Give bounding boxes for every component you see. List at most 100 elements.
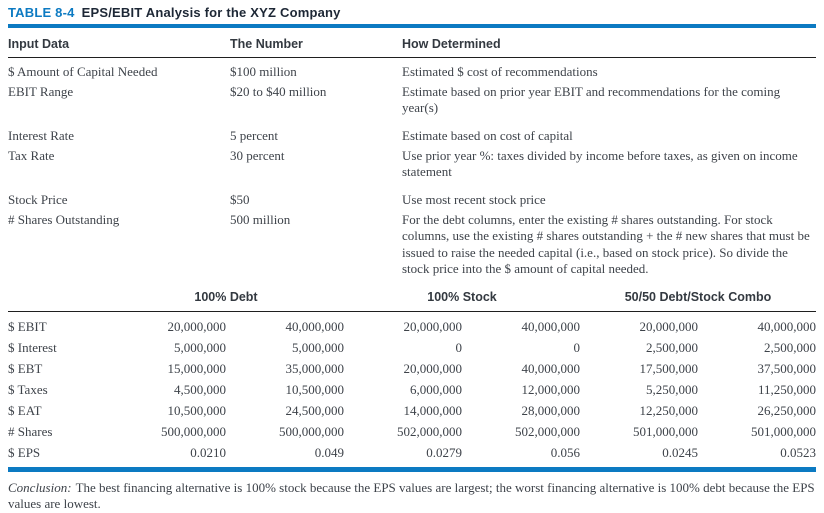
- analysis-value-cell: 40,000,000: [757, 319, 817, 334]
- input-cell-how: Estimate based on prior year EBIT and re…: [402, 83, 781, 116]
- analysis-value-cell: 20,000,000: [403, 319, 463, 334]
- analysis-value-cell: 24,500,000: [285, 403, 345, 418]
- analysis-value-cell: 0.049: [314, 445, 344, 460]
- header-how-determined: How Determined: [402, 28, 816, 58]
- analysis-table-row: $ EBIT 20,000,000 40,000,000 20,000,000 40,0…: [8, 312, 816, 338]
- header-the-number: The Number: [230, 28, 402, 58]
- analysis-value-cell: 0: [573, 340, 581, 355]
- analysis-value-cell: 5,250,000: [646, 382, 698, 397]
- analysis-group-header-row: 100% Debt 100% Stock 50/50 Debt/Stock Co…: [8, 286, 816, 312]
- analysis-row-label: $ EBIT: [8, 319, 47, 334]
- input-cell-input: # Shares Outstanding: [8, 211, 120, 227]
- analysis-row-label: $ EAT: [8, 403, 42, 418]
- analysis-value-cell: 40,000,000: [521, 319, 581, 334]
- analysis-value-cell: 0.0245: [662, 445, 698, 460]
- table-number-label: TABLE 8-4: [8, 5, 75, 20]
- analysis-value-cell: 5,000,000: [292, 340, 344, 355]
- analysis-row-label: $ EPS: [8, 445, 41, 460]
- input-cell-how: Use prior year %: taxes divided by incom…: [402, 147, 798, 180]
- analysis-value-cell: 500,000,000: [161, 424, 226, 439]
- analysis-value-cell: 11,250,000: [757, 382, 816, 397]
- analysis-value-cell: 502,000,000: [397, 424, 462, 439]
- conclusion-text: The best financing alternative is 100% s…: [8, 479, 815, 512]
- analysis-value-cell: 20,000,000: [167, 319, 227, 334]
- analysis-row-label: $ EBT: [8, 361, 43, 376]
- textbook-table-page: TABLE 8-4 EPS/EBIT Analysis for the XYZ C…: [8, 5, 816, 511]
- analysis-value-cell: 12,000,000: [521, 382, 581, 397]
- analysis-value-cell: 5,000,000: [174, 340, 226, 355]
- input-cell-how: For the debt columns, enter the existing…: [402, 211, 810, 277]
- analysis-value-cell: 26,250,000: [757, 403, 817, 418]
- group-header-stock: 100% Stock: [344, 286, 580, 312]
- analysis-value-cell: 501,000,000: [751, 424, 816, 439]
- input-cell-how: Estimated $ cost of recommendations: [402, 64, 598, 79]
- table-title: TABLE 8-4 EPS/EBIT Analysis for the XYZ C…: [8, 5, 816, 21]
- analysis-table-row: $ EPS 0.0210 0.049 0.0279 0.056 0.0245 0.0523: [8, 443, 816, 464]
- input-table-row: # Shares Outstanding 500 million For the d…: [8, 210, 816, 279]
- input-cell-number: 30 percent: [230, 147, 285, 163]
- group-header-debt: 100% Debt: [108, 286, 344, 312]
- analysis-table-row: $ EBT 15,000,000 35,000,000 20,000,000 40,00…: [8, 359, 816, 380]
- input-table-row: Stock Price $50 Use most recent stock pric…: [8, 182, 816, 210]
- input-table-row: Interest Rate 5 percent Estimate based on …: [8, 118, 816, 146]
- analysis-table-row: # Shares 500,000,000 500,000,000 502,000,00…: [8, 422, 816, 443]
- input-cell-how: Estimate based on cost of capital: [402, 128, 573, 143]
- analysis-row-label: $ Interest: [8, 340, 57, 355]
- analysis-value-cell: 0.0523: [780, 445, 816, 460]
- group-header-spacer: [8, 286, 108, 312]
- analysis-value-cell: 6,000,000: [410, 382, 462, 397]
- analysis-row-label: $ Taxes: [8, 382, 48, 397]
- group-header-combo: 50/50 Debt/Stock Combo: [580, 286, 816, 312]
- analysis-value-cell: 10,500,000: [167, 403, 227, 418]
- input-table-row: Tax Rate 30 percent Use prior year %: taxe…: [8, 146, 816, 182]
- input-cell-input: Interest Rate: [8, 128, 75, 143]
- analysis-value-cell: 28,000,000: [521, 403, 581, 418]
- conclusion-label: Conclusion:: [8, 479, 72, 495]
- analysis-row-label: # Shares: [8, 424, 53, 439]
- analysis-value-cell: 0: [455, 340, 463, 355]
- analysis-value-cell: 17,500,000: [639, 361, 699, 376]
- input-cell-number: $20 to $40 million: [230, 83, 327, 99]
- input-cell-number: 500 million: [230, 211, 291, 227]
- analysis-value-cell: 502,000,000: [515, 424, 580, 439]
- analysis-value-cell: 501,000,000: [633, 424, 698, 439]
- input-cell-number: $50: [230, 192, 250, 207]
- input-cell-number: 5 percent: [230, 128, 279, 143]
- header-input-data: Input Data: [8, 28, 230, 58]
- analysis-value-cell: 2,500,000: [764, 340, 816, 355]
- top-blue-rule: [8, 24, 816, 28]
- analysis-value-cell: 0.0279: [426, 445, 462, 460]
- analysis-table-row: $ EAT 10,500,000 24,500,000 14,000,000 28,00…: [8, 401, 816, 422]
- analysis-value-cell: 40,000,000: [285, 319, 345, 334]
- table-title-text: EPS/EBIT Analysis for the XYZ Company: [81, 5, 341, 20]
- analysis-value-cell: 35,000,000: [285, 361, 345, 376]
- eps-ebit-analysis-table: 100% Debt 100% Stock 50/50 Debt/Stock Co…: [8, 286, 816, 464]
- analysis-value-cell: 15,000,000: [167, 361, 227, 376]
- analysis-table-row: $ Interest 5,000,000 5,000,000 0 0 2,500,000 2…: [8, 338, 816, 359]
- analysis-table-body: $ EBIT 20,000,000 40,000,000 20,000,000 40,0…: [8, 312, 816, 464]
- analysis-value-cell: 0.0210: [190, 445, 226, 460]
- analysis-value-cell: 20,000,000: [639, 319, 699, 334]
- conclusion-paragraph: Conclusion: The best financing alternativ…: [8, 480, 816, 513]
- analysis-value-cell: 14,000,000: [403, 403, 463, 418]
- analysis-value-cell: 40,000,000: [521, 361, 581, 376]
- input-cell-number: $100 million: [230, 64, 297, 79]
- analysis-value-cell: 10,500,000: [285, 382, 345, 397]
- analysis-value-cell: 37,500,000: [757, 361, 817, 376]
- input-cell-input: $ Amount of Capital Needed: [8, 64, 158, 79]
- input-table-row: $ Amount of Capital Needed $100 million Es…: [8, 58, 816, 83]
- input-cell-input: Tax Rate: [8, 147, 55, 163]
- input-data-table: Input Data The Number How Determined $ A…: [8, 28, 816, 279]
- input-cell-how: Use most recent stock price: [402, 192, 546, 207]
- input-table-row: EBIT Range $20 to $40 million Estimate bas…: [8, 82, 816, 118]
- input-table-header-row: Input Data The Number How Determined: [8, 28, 816, 58]
- bottom-blue-rule: [8, 466, 816, 472]
- analysis-value-cell: 500,000,000: [279, 424, 344, 439]
- input-cell-input: Stock Price: [8, 192, 68, 207]
- analysis-value-cell: 2,500,000: [646, 340, 698, 355]
- input-table-body: $ Amount of Capital Needed $100 million Es…: [8, 58, 816, 280]
- analysis-value-cell: 4,500,000: [174, 382, 226, 397]
- analysis-table-row: $ Taxes 4,500,000 10,500,000 6,000,000 12,00…: [8, 380, 816, 401]
- analysis-value-cell: 0.056: [550, 445, 580, 460]
- analysis-value-cell: 12,250,000: [639, 403, 699, 418]
